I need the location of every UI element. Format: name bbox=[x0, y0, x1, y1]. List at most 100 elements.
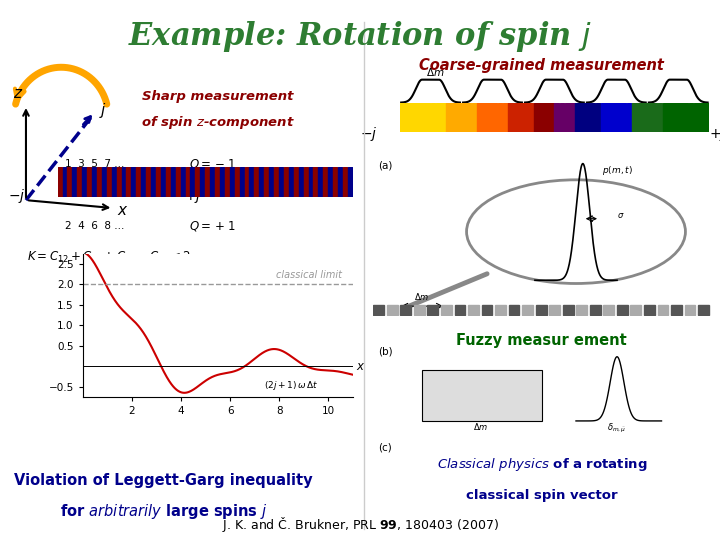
Bar bbox=[92, 167, 96, 197]
Text: $-j$: $-j$ bbox=[8, 187, 25, 205]
Bar bbox=[387, 305, 397, 315]
Bar bbox=[559, 103, 564, 132]
Text: $p(m,t)$: $p(m,t)$ bbox=[602, 164, 632, 177]
Bar bbox=[539, 103, 544, 132]
Bar bbox=[102, 167, 107, 197]
Bar bbox=[503, 103, 508, 132]
Bar bbox=[333, 167, 338, 197]
Bar bbox=[210, 167, 215, 197]
Bar bbox=[508, 305, 520, 315]
Bar bbox=[141, 167, 145, 197]
Bar bbox=[621, 103, 626, 132]
Bar bbox=[289, 167, 293, 197]
Bar bbox=[626, 103, 631, 132]
Bar bbox=[318, 167, 323, 197]
Bar bbox=[176, 167, 180, 197]
Bar bbox=[284, 167, 288, 197]
Bar bbox=[678, 103, 683, 132]
Text: $x$: $x$ bbox=[356, 360, 366, 373]
Bar bbox=[373, 305, 384, 315]
Bar bbox=[549, 305, 560, 315]
Bar bbox=[508, 103, 513, 132]
Text: $j$: $j$ bbox=[99, 101, 107, 120]
Bar bbox=[603, 305, 614, 315]
Text: $-j$: $-j$ bbox=[361, 125, 378, 143]
Bar bbox=[166, 167, 170, 197]
Bar bbox=[704, 103, 708, 132]
Bar bbox=[495, 305, 506, 315]
Bar bbox=[523, 103, 528, 132]
Bar bbox=[683, 103, 688, 132]
Bar bbox=[274, 167, 279, 197]
Bar bbox=[415, 103, 420, 132]
Bar bbox=[441, 103, 446, 132]
Bar bbox=[467, 103, 472, 132]
Bar bbox=[652, 103, 657, 132]
Bar bbox=[122, 167, 126, 197]
Bar bbox=[647, 103, 652, 132]
Bar bbox=[146, 167, 150, 197]
Bar bbox=[685, 305, 696, 315]
Bar bbox=[304, 167, 308, 197]
Text: $(2j+1)\,\omega\,\Delta t$: $(2j+1)\,\omega\,\Delta t$ bbox=[264, 379, 319, 392]
Bar bbox=[611, 103, 616, 132]
Bar bbox=[472, 103, 477, 132]
Bar bbox=[590, 305, 600, 315]
Bar bbox=[422, 370, 541, 421]
Bar bbox=[534, 103, 539, 132]
Bar bbox=[688, 103, 693, 132]
Bar bbox=[225, 167, 229, 197]
Bar bbox=[657, 103, 662, 132]
Bar bbox=[462, 103, 467, 132]
Bar bbox=[245, 167, 249, 197]
Bar bbox=[235, 167, 239, 197]
Bar bbox=[299, 167, 303, 197]
Text: $Q = -1$: $Q = -1$ bbox=[189, 157, 235, 171]
Bar bbox=[240, 167, 244, 197]
Text: (a): (a) bbox=[377, 160, 392, 171]
Bar bbox=[580, 103, 585, 132]
Bar bbox=[426, 103, 430, 132]
Bar bbox=[468, 305, 479, 315]
Bar bbox=[58, 167, 62, 197]
Bar bbox=[205, 167, 210, 197]
Bar bbox=[171, 167, 175, 197]
Bar bbox=[161, 167, 166, 197]
Bar bbox=[436, 103, 441, 132]
Bar bbox=[528, 103, 534, 132]
Bar bbox=[420, 103, 425, 132]
Bar bbox=[657, 305, 668, 315]
Bar bbox=[487, 103, 492, 132]
Text: Fuzzy measur ement: Fuzzy measur ement bbox=[456, 333, 627, 348]
Text: $x$: $x$ bbox=[117, 203, 129, 218]
Bar bbox=[215, 167, 220, 197]
Bar bbox=[544, 103, 549, 132]
Bar bbox=[186, 167, 190, 197]
Text: (b): (b) bbox=[377, 347, 392, 356]
Bar bbox=[127, 167, 131, 197]
Bar bbox=[482, 305, 492, 315]
Bar bbox=[536, 305, 546, 315]
Bar bbox=[410, 103, 415, 132]
Bar bbox=[671, 305, 682, 315]
Bar bbox=[518, 103, 523, 132]
Bar bbox=[323, 167, 328, 197]
Bar bbox=[156, 167, 161, 197]
Bar bbox=[87, 167, 91, 197]
Bar bbox=[698, 305, 709, 315]
Bar bbox=[264, 167, 269, 197]
Bar bbox=[200, 167, 204, 197]
Text: $K = C_{12} + C_{23} + C_{34} - C_{14} \leq 2$: $K = C_{12} + C_{23} + C_{34} - C_{14} \… bbox=[27, 250, 192, 265]
Bar bbox=[136, 167, 140, 197]
Text: $\sigma$: $\sigma$ bbox=[617, 211, 624, 220]
Text: $+j$: $+j$ bbox=[709, 125, 720, 143]
Bar bbox=[338, 167, 343, 197]
Bar bbox=[637, 103, 642, 132]
Bar bbox=[575, 103, 580, 132]
Bar bbox=[112, 167, 116, 197]
Bar bbox=[82, 167, 86, 197]
Text: $\delta_{m,\tilde{\mu}}$: $\delta_{m,\tilde{\mu}}$ bbox=[608, 422, 626, 435]
Text: $Q = +1$: $Q = +1$ bbox=[189, 219, 235, 233]
Bar bbox=[294, 167, 298, 197]
Text: $\mathit{Classical\ physics}$ of a rotating: $\mathit{Classical\ physics}$ of a rotat… bbox=[436, 456, 647, 474]
